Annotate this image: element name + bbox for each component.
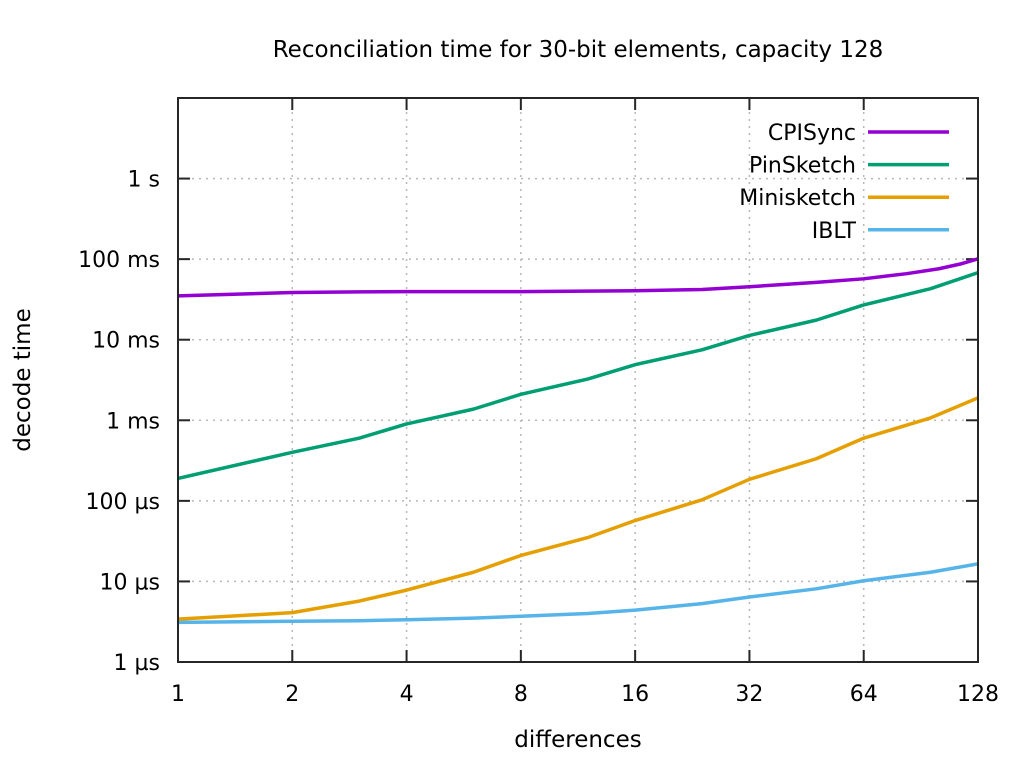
y-axis-title: decode time bbox=[10, 308, 36, 452]
y-tick-label-100-s: 100 µs bbox=[86, 490, 160, 515]
series-line-pinsketch bbox=[178, 270, 978, 481]
x-tick-label-8: 8 bbox=[514, 682, 528, 707]
plot-border bbox=[177, 97, 979, 663]
legend-layer: CPISync PinSketch Minisketch IBLT bbox=[739, 121, 949, 244]
x-tick-label-1: 1 bbox=[171, 682, 185, 707]
y-tick-label-1-ms: 1 ms bbox=[106, 409, 160, 434]
series-line-minisketch bbox=[178, 396, 978, 621]
x-tick-label-16: 16 bbox=[621, 682, 649, 707]
chart-title: Reconciliation time for 30-bit elements,… bbox=[273, 37, 884, 63]
legend-label-iblt: IBLT bbox=[812, 219, 857, 244]
x-tick-label-128: 128 bbox=[957, 682, 999, 707]
series-layer bbox=[178, 257, 978, 625]
x-tick-label-64: 64 bbox=[850, 682, 878, 707]
y-tick-label-100-ms: 100 ms bbox=[78, 248, 160, 273]
series-line-iblt bbox=[178, 562, 978, 625]
y-tick-label-10-ms: 10 ms bbox=[92, 329, 160, 354]
x-tick-label-2: 2 bbox=[285, 682, 299, 707]
tick-label-layer: 1 2 4 8 16 32 64 128 1 µs 10 µs 100 µs 1 ms 10 ms 100… bbox=[78, 168, 999, 707]
series-line-cpisync bbox=[178, 257, 978, 298]
y-tick-label-10-s: 10 µs bbox=[100, 570, 160, 595]
legend-label-minisketch: Minisketch bbox=[739, 186, 856, 211]
x-tick-label-32: 32 bbox=[735, 682, 763, 707]
x-tick-label-4: 4 bbox=[400, 682, 414, 707]
legend-label-cpisync: CPISync bbox=[768, 121, 856, 146]
legend-label-pinsketch: PinSketch bbox=[749, 154, 856, 179]
grid-layer bbox=[178, 98, 978, 662]
x-axis-title: differences bbox=[514, 727, 641, 753]
y-tick-label-1-s: 1 µs bbox=[114, 651, 160, 676]
y-tick-label-1-s: 1 s bbox=[128, 168, 160, 193]
